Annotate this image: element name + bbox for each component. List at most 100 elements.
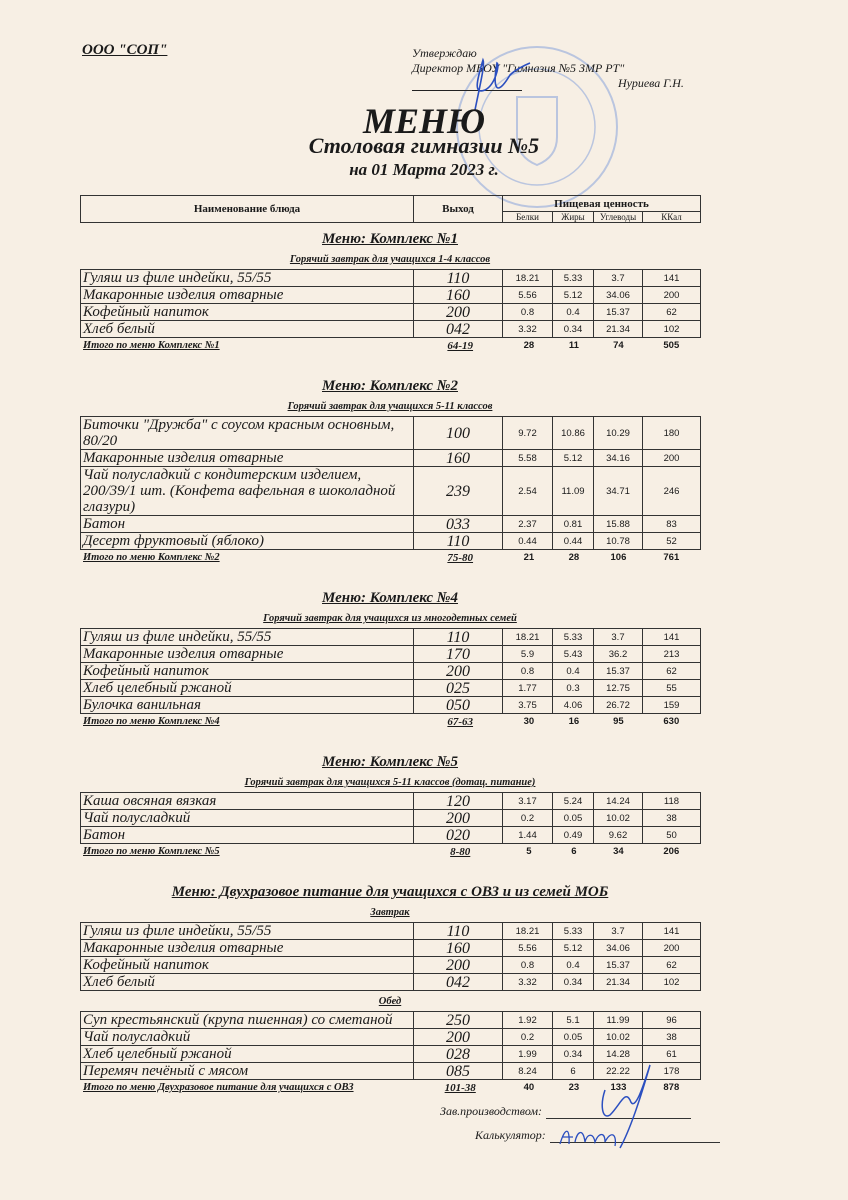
section-title: Меню: Комплекс №1 — [322, 231, 458, 247]
total-output: 75-80 — [447, 552, 474, 564]
dish-carbs: 12.75 — [593, 679, 643, 697]
dish-fat: 0.05 — [552, 1028, 594, 1046]
total-carbs: 133 — [610, 1082, 627, 1093]
dish-output: 200 — [413, 662, 503, 680]
calculator-handwritten-signature — [559, 1130, 617, 1147]
dish-kcal: 246 — [642, 466, 701, 516]
dish-kcal: 62 — [642, 662, 701, 680]
dish-table: Суп крестьянский (крупа пшенная) со смет… — [80, 1011, 701, 1080]
dish-carbs: 34.71 — [593, 466, 643, 516]
section-subtitle: Обед — [378, 996, 402, 1007]
table-row: Кофейный напиток 200 0.8 0.4 15.37 62 — [80, 662, 701, 680]
dish-fat: 0.34 — [552, 973, 594, 991]
section-title: Меню: Комплекс №2 — [322, 378, 458, 394]
page-title: МЕНЮ — [362, 101, 486, 141]
dish-name: Гуляш из филе индейки, 55/55 — [80, 628, 414, 646]
dish-fat: 10.86 — [552, 416, 594, 450]
dish-name: Макаронные изделия отварные — [80, 939, 414, 957]
dish-output: 110 — [413, 532, 503, 550]
dish-protein: 18.21 — [502, 628, 553, 646]
column-carbs: Углеводы — [593, 211, 643, 223]
total-protein: 5 — [526, 846, 532, 857]
total-output: 67-63 — [447, 716, 474, 728]
dish-fat: 5.33 — [552, 269, 594, 287]
dish-protein: 0.2 — [502, 809, 553, 827]
dish-output: 085 — [413, 1062, 503, 1080]
section-subtitle: Завтрак — [370, 907, 410, 918]
dish-carbs: 10.78 — [593, 532, 643, 550]
dish-carbs: 10.02 — [593, 1028, 643, 1046]
dish-name: Булочка ванильная — [80, 696, 414, 714]
column-fat: Жиры — [552, 211, 594, 223]
dish-carbs: 21.34 — [593, 320, 643, 338]
dish-fat: 0.4 — [552, 956, 594, 974]
dish-kcal: 178 — [642, 1062, 701, 1080]
dish-carbs: 9.62 — [593, 826, 643, 844]
dish-name: Гуляш из филе индейки, 55/55 — [80, 922, 414, 940]
dish-fat: 0.49 — [552, 826, 594, 844]
total-carbs: 34 — [613, 846, 624, 857]
menu-section: Меню: Двухразовое питание для учащихся с… — [80, 882, 701, 1096]
dish-protein: 0.8 — [502, 662, 553, 680]
production-head-signature: Зав.производством: — [440, 1104, 692, 1119]
dish-name: Макаронные изделия отварные — [80, 645, 414, 663]
total-carbs: 95 — [613, 716, 624, 727]
dish-name: Хлеб белый — [80, 320, 414, 338]
section-title: Меню: Комплекс №5 — [322, 754, 458, 770]
total-output: 101-38 — [444, 1082, 476, 1094]
dish-fat: 5.12 — [552, 449, 594, 467]
section-total: Итого по меню Двухразовое питание для уч… — [80, 1080, 700, 1096]
dish-fat: 4.06 — [552, 696, 594, 714]
dish-kcal: 55 — [642, 679, 701, 697]
approval-block: Утверждаю Директор МБОУ "Гимназия №5 ЗМР… — [412, 46, 684, 91]
dish-fat: 5.1 — [552, 1011, 594, 1029]
dish-fat: 5.43 — [552, 645, 594, 663]
dish-fat: 0.81 — [552, 515, 594, 533]
total-label: Итого по меню Комплекс №1 — [83, 340, 220, 351]
table-row: Батон 033 2.37 0.81 15.88 83 — [80, 515, 701, 533]
total-kcal: 630 — [663, 716, 680, 727]
dish-name: Батон — [80, 826, 414, 844]
dish-name: Кофейный напиток — [80, 662, 414, 680]
section-total: Итого по меню Комплекс №2 75-80 21 28 10… — [80, 550, 700, 566]
table-row: Суп крестьянский (крупа пшенная) со смет… — [80, 1011, 701, 1029]
section-title: Меню: Комплекс №4 — [322, 590, 458, 606]
dish-protein: 3.17 — [502, 792, 553, 810]
dish-name: Хлеб целебный ржаной — [80, 679, 414, 697]
dish-name: Хлеб целебный ржаной — [80, 1045, 414, 1063]
dish-table: Каша овсяная вязкая 120 3.17 5.24 14.24 … — [80, 792, 701, 844]
dish-fat: 0.34 — [552, 320, 594, 338]
handwritten-signature — [601, 1064, 651, 1149]
total-kcal: 878 — [663, 1082, 680, 1093]
dish-fat: 0.05 — [552, 809, 594, 827]
total-label: Итого по меню Двухразовое питание для уч… — [83, 1082, 354, 1093]
dish-protein: 5.56 — [502, 286, 553, 304]
calculator-signature: Калькулятор: — [475, 1128, 720, 1143]
dish-protein: 18.21 — [502, 269, 553, 287]
section-subtitle: Горячий завтрак для учащихся 5-11 классо… — [287, 401, 493, 412]
dish-carbs: 15.37 — [593, 303, 643, 321]
dish-kcal: 180 — [642, 416, 701, 450]
dish-output: 033 — [413, 515, 503, 533]
signature-line — [546, 1104, 692, 1119]
dish-kcal: 96 — [642, 1011, 701, 1029]
dish-protein: 0.44 — [502, 532, 553, 550]
total-label: Итого по меню Комплекс №4 — [83, 716, 220, 727]
total-fat: 11 — [568, 340, 579, 351]
dish-kcal: 62 — [642, 956, 701, 974]
dish-protein: 8.24 — [502, 1062, 553, 1080]
dish-kcal: 141 — [642, 922, 701, 940]
dish-output: 020 — [413, 826, 503, 844]
approve-label: Утверждаю — [412, 46, 477, 60]
menu-section: Меню: Комплекс №2 Горячий завтрак для уча… — [80, 376, 701, 566]
table-row: Гуляш из филе индейки, 55/55 110 18.21 5… — [80, 922, 701, 940]
section-total: Итого по меню Комплекс №5 8-80 5 6 34 20… — [80, 844, 700, 860]
dish-carbs: 34.16 — [593, 449, 643, 467]
menu-date: на 01 Марта 2023 г. — [349, 160, 499, 179]
table-row: Гуляш из филе индейки, 55/55 110 18.21 5… — [80, 269, 701, 287]
dish-table: Биточки "Дружба" с соусом красным основн… — [80, 416, 701, 550]
section-title: Меню: Двухразовое питание для учащихся с… — [171, 884, 609, 900]
dish-carbs: 15.37 — [593, 956, 643, 974]
dish-name: Батон — [80, 515, 414, 533]
dish-protein: 2.54 — [502, 466, 553, 516]
